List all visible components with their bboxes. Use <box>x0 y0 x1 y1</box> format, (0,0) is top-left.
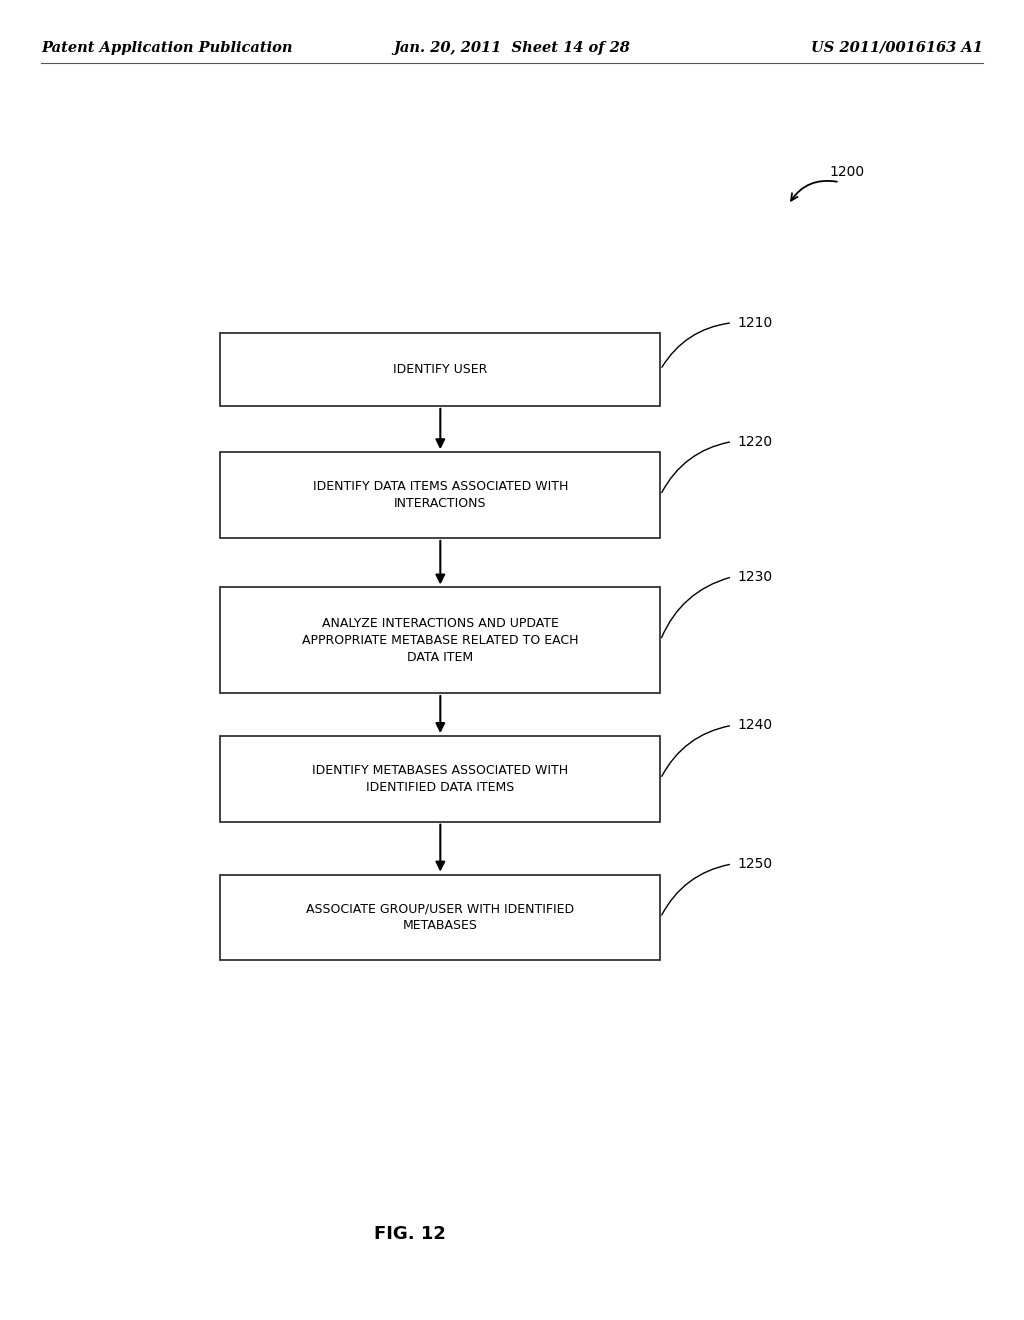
Text: IDENTIFY DATA ITEMS ASSOCIATED WITH
INTERACTIONS: IDENTIFY DATA ITEMS ASSOCIATED WITH INTE… <box>312 480 568 510</box>
Text: 1210: 1210 <box>737 315 772 330</box>
Bar <box>220 587 660 693</box>
Text: US 2011/0016163 A1: US 2011/0016163 A1 <box>811 41 983 54</box>
Bar <box>220 737 660 821</box>
Text: Patent Application Publication: Patent Application Publication <box>41 41 293 54</box>
Text: IDENTIFY METABASES ASSOCIATED WITH
IDENTIFIED DATA ITEMS: IDENTIFY METABASES ASSOCIATED WITH IDENT… <box>312 764 568 793</box>
Text: ASSOCIATE GROUP/USER WITH IDENTIFIED
METABASES: ASSOCIATE GROUP/USER WITH IDENTIFIED MET… <box>306 903 574 932</box>
Bar <box>220 875 660 961</box>
Text: 1220: 1220 <box>737 434 772 449</box>
Bar <box>220 333 660 407</box>
Bar <box>220 451 660 539</box>
Text: IDENTIFY USER: IDENTIFY USER <box>393 363 487 376</box>
Text: ANALYZE INTERACTIONS AND UPDATE
APPROPRIATE METABASE RELATED TO EACH
DATA ITEM: ANALYZE INTERACTIONS AND UPDATE APPROPRI… <box>302 616 579 664</box>
Text: 1250: 1250 <box>737 857 772 871</box>
Text: 1240: 1240 <box>737 718 772 733</box>
Text: 1200: 1200 <box>829 165 864 178</box>
Text: FIG. 12: FIG. 12 <box>374 1225 445 1243</box>
Text: Jan. 20, 2011  Sheet 14 of 28: Jan. 20, 2011 Sheet 14 of 28 <box>393 41 631 54</box>
Text: 1230: 1230 <box>737 570 772 583</box>
